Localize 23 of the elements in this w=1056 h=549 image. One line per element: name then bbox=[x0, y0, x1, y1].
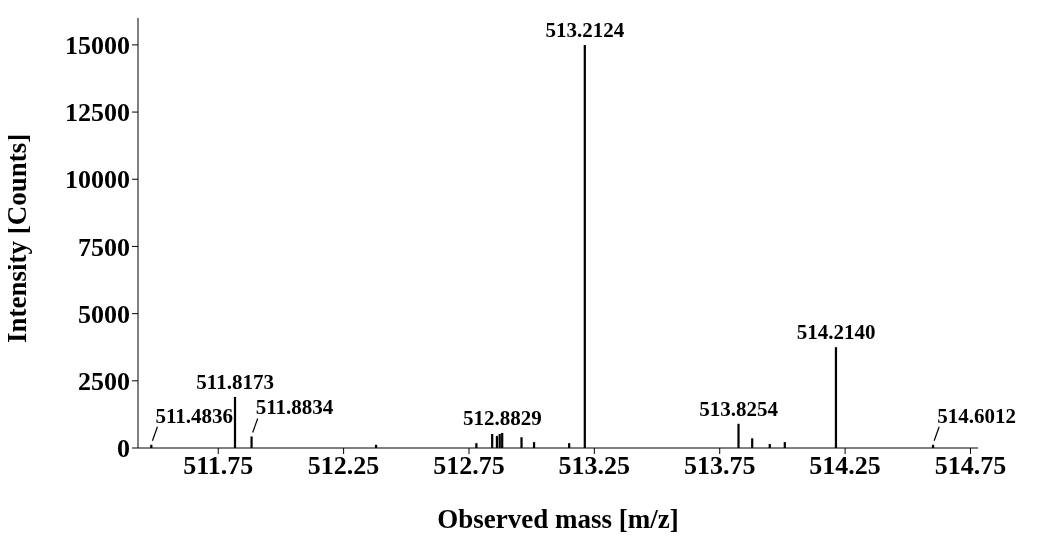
annotation: 511.8173 bbox=[196, 369, 274, 394]
x-tick-label: 513.75 bbox=[683, 451, 756, 481]
x-tick-label: 512.75 bbox=[433, 451, 505, 481]
annotation: 512.8829 bbox=[462, 405, 542, 430]
y-tick-label: 15000 bbox=[65, 31, 130, 61]
annotation: 511.4836 bbox=[155, 403, 234, 428]
annotation: 514.6012 bbox=[937, 403, 1016, 428]
y-tick-label: 5000 bbox=[78, 299, 130, 329]
y-tick-label: 12500 bbox=[65, 98, 130, 128]
annotation: 514.2140 bbox=[796, 320, 876, 345]
x-tick-label: 514.25 bbox=[809, 451, 881, 481]
x-tick-label: 513.25 bbox=[558, 451, 631, 481]
annotation: 513.2124 bbox=[545, 17, 625, 42]
y-tick-label: 10000 bbox=[65, 165, 130, 195]
x-tick-label: 512.25 bbox=[307, 451, 380, 481]
y-tick-label: 7500 bbox=[78, 232, 130, 262]
x-axis-title: Observed mass [m/z] bbox=[437, 504, 679, 534]
x-tick-label: 511.75 bbox=[183, 451, 254, 481]
annotation: 511.8834 bbox=[255, 395, 334, 420]
x-tick-label: 514.75 bbox=[934, 451, 1007, 481]
y-tick-label: 2500 bbox=[78, 367, 130, 397]
y-tick-label: 0 bbox=[117, 434, 130, 464]
annotation: 513.8254 bbox=[699, 396, 779, 421]
